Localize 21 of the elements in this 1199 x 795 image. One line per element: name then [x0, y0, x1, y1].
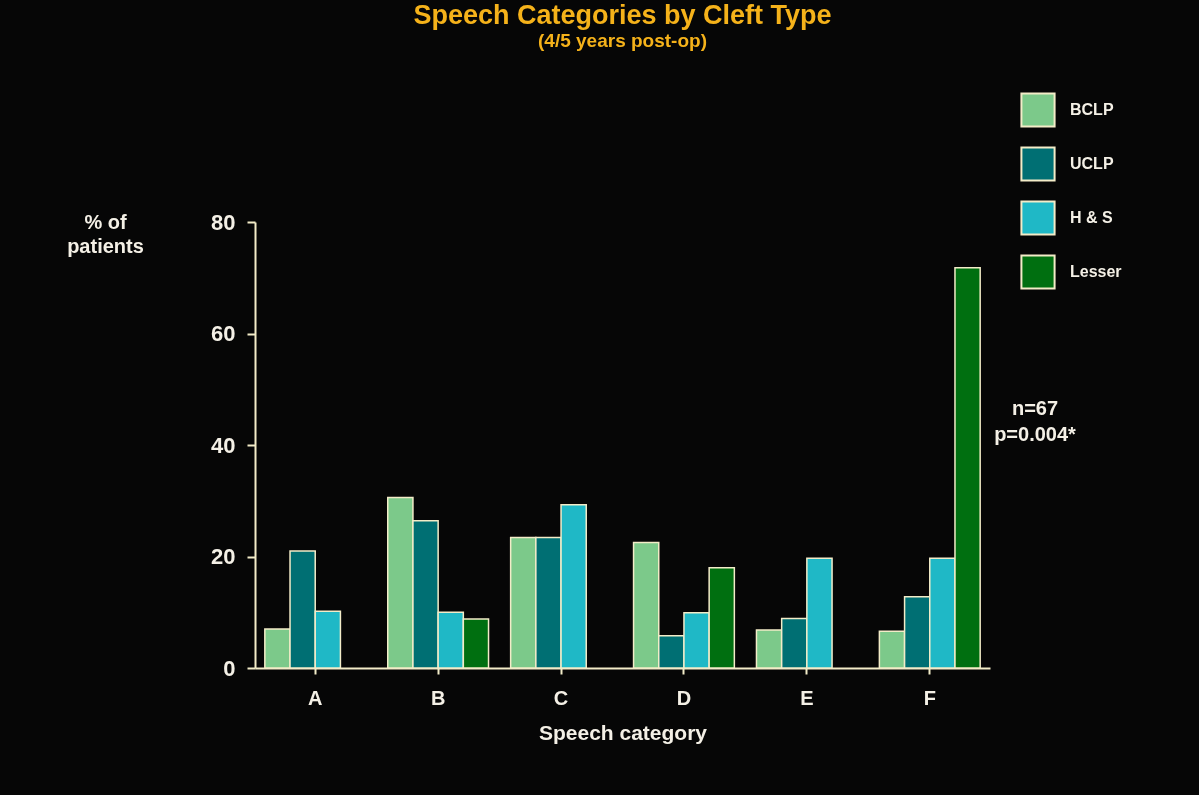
x-tick-label: A: [308, 686, 323, 709]
legend-label: H & S: [1070, 209, 1113, 226]
x-tick-label: C: [553, 686, 569, 709]
text: p=0.004*: [993, 422, 1077, 447]
chart-subtitle: (4/5 years post-op): [538, 30, 707, 51]
y-tick-label: 80: [211, 209, 236, 235]
x-tick-label: F: [923, 686, 936, 709]
legend-label: BCLP: [1070, 101, 1114, 118]
y-axis-title: % of patients: [67, 210, 144, 257]
legend-label: Lesser: [1070, 263, 1122, 280]
y-tick-label: 60: [211, 321, 236, 346]
legend-label: UCLP: [1070, 155, 1114, 172]
x-tick-label: D: [676, 686, 692, 709]
chart-title: Speech Categories by Cleft Type: [413, 0, 832, 30]
x-tick-label: E: [800, 686, 814, 709]
x-tick-label: B: [430, 686, 446, 709]
text: n=67: [1010, 396, 1060, 421]
y-tick-label: 20: [211, 544, 236, 569]
y-tick-label: 0: [223, 655, 236, 681]
y-tick-label: 40: [211, 432, 236, 458]
x-axis-title: Speech category: [538, 720, 708, 744]
